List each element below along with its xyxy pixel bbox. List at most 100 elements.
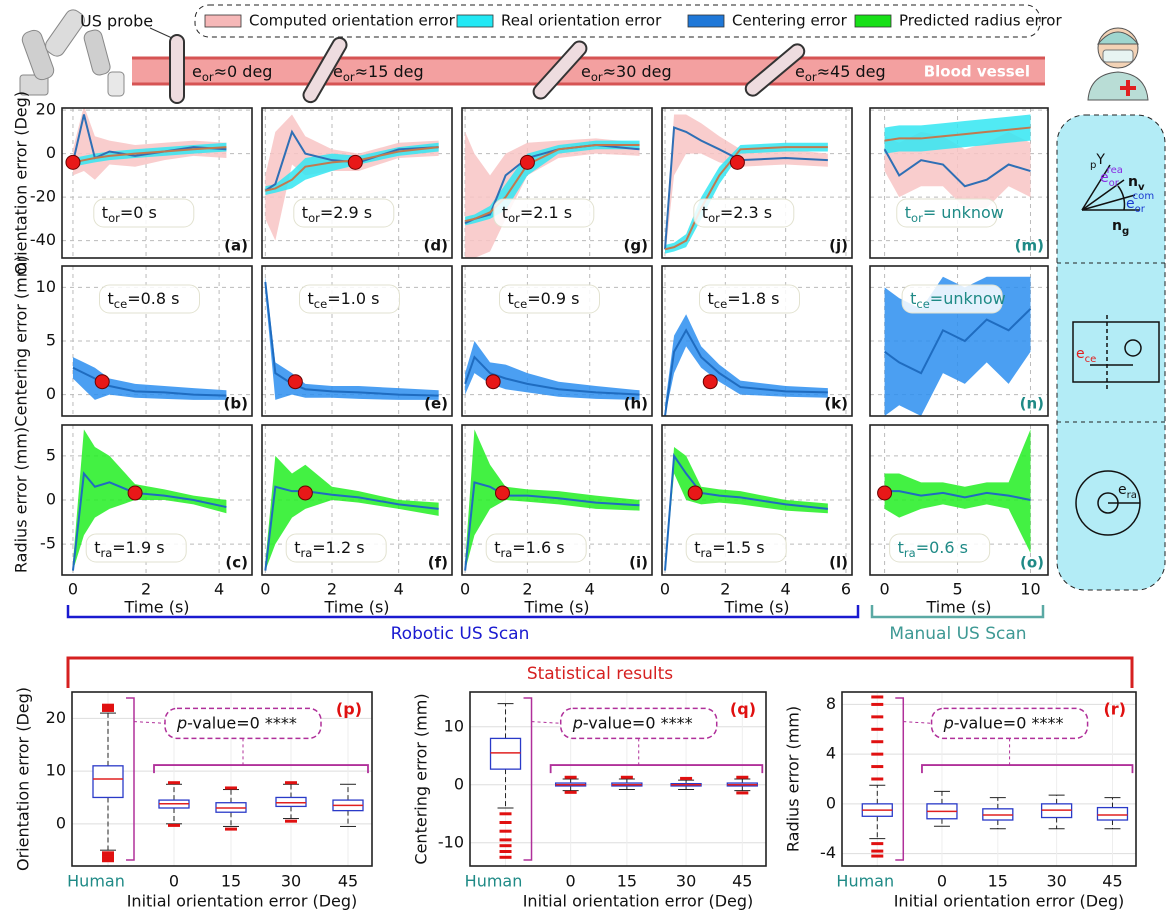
panel-label: (l) — [829, 554, 848, 572]
panel — [662, 108, 852, 258]
text-part: ≈30 deg — [603, 62, 672, 81]
panel-label: (m) — [1015, 237, 1044, 255]
text-part: =2.3 s — [720, 203, 772, 222]
panel-label: (g) — [624, 237, 648, 255]
text-part: rea — [1107, 165, 1123, 176]
bracket — [524, 698, 532, 860]
text-part: -value=0 **** — [583, 713, 693, 732]
box — [93, 766, 123, 798]
x-tick-label: 4 — [781, 580, 791, 599]
x-tick-label: 15 — [988, 872, 1008, 891]
panel-label: (c) — [225, 554, 248, 572]
text-part: g — [1122, 226, 1129, 237]
marker — [348, 155, 362, 169]
annotation: p-value=0 **** — [176, 713, 297, 732]
text-part: =1.6 s — [512, 538, 564, 557]
figure: Robotic US Scan Manual US Scan Statistic… — [0, 0, 1167, 919]
marker — [95, 375, 109, 389]
x-tick-label: Human — [67, 872, 125, 891]
x-tick-label: 5 — [952, 580, 962, 599]
x-tick-label: 45 — [732, 872, 752, 891]
box — [276, 797, 306, 806]
x-tick-label: 0 — [937, 872, 947, 891]
bracket — [154, 765, 368, 773]
y-tick-label: 10 — [36, 277, 56, 296]
x-axis-label: Time (s) — [323, 598, 389, 617]
y-tick-label: 20 — [36, 100, 56, 119]
marker — [688, 486, 702, 500]
x-tick-label: 4 — [394, 580, 404, 599]
text-part: ce — [114, 297, 127, 311]
text-part: =unknow — [930, 289, 1006, 308]
y-tick-label: -4 — [820, 843, 836, 862]
panel-label: (h) — [624, 395, 648, 413]
y-tick-label: 8 — [826, 694, 836, 713]
text-part: p — [572, 713, 583, 732]
marker — [703, 375, 717, 389]
text-part: ce — [514, 297, 527, 311]
x-tick-label: 0 — [460, 580, 470, 599]
band — [73, 106, 226, 180]
text-part: ce — [916, 297, 929, 311]
y-tick-label: 0 — [826, 793, 836, 812]
panel-label: (p) — [336, 700, 362, 719]
text-part: =2.9 s — [320, 203, 372, 222]
text-part: n — [1128, 174, 1138, 190]
text-part: p — [943, 713, 954, 732]
x-tick-label: 4 — [585, 580, 595, 599]
panel-label: (j) — [829, 237, 848, 255]
x-tick-label: 0 — [260, 580, 270, 599]
marker — [288, 375, 302, 389]
text-part: =1.2 s — [312, 538, 364, 557]
x-tick-label: Human — [836, 872, 894, 891]
text-part: ce — [1085, 354, 1097, 365]
panel-label: (q) — [730, 700, 756, 719]
marker — [128, 486, 142, 500]
x-axis-label: Time (s) — [123, 598, 189, 617]
text-part: or — [591, 70, 603, 84]
y-tick-label: 0 — [46, 143, 56, 162]
y-tick-label: -5 — [40, 534, 56, 553]
text-part: ce — [314, 297, 327, 311]
marker — [486, 375, 500, 389]
x-tick-label: Human — [465, 872, 523, 891]
x-tick-label: 0 — [566, 872, 576, 891]
probe-pointer — [150, 28, 172, 38]
text-part: or — [805, 70, 817, 84]
vessel-label: Blood vessel — [924, 63, 1030, 81]
panel-label: (n) — [1020, 395, 1044, 413]
text-part: -value=0 **** — [187, 713, 297, 732]
x-axis-label: Time (s) — [723, 598, 789, 617]
text-part: or — [108, 211, 120, 225]
text-part: Y — [1095, 152, 1105, 168]
x-tick-label: 30 — [676, 872, 696, 891]
marker — [878, 486, 892, 500]
x-tick-label: 30 — [1046, 872, 1066, 891]
panel-label: (r) — [1103, 700, 1126, 719]
x-tick-label: 2 — [720, 580, 730, 599]
text-part: e — [192, 62, 202, 81]
x-tick-label: 0 — [169, 872, 179, 891]
y-tick-label: 0 — [46, 384, 56, 403]
group-label: Manual US Scan — [889, 624, 1026, 644]
group-label: Statistical results — [527, 664, 673, 684]
panel — [870, 108, 1048, 258]
text-part: e — [795, 62, 805, 81]
x-tick-label: 0 — [879, 580, 889, 599]
text-part: =1.9 s — [112, 538, 164, 557]
y-tick-label: 10 — [444, 716, 464, 735]
panel — [462, 108, 652, 258]
text-part: =0.6 s — [916, 538, 968, 557]
y-tick-label: 0 — [454, 774, 464, 793]
text-part: =1.5 s — [712, 538, 764, 557]
text-part: or — [308, 211, 320, 225]
x-tick-label: 2 — [522, 580, 532, 599]
x-tick-label: 2 — [141, 580, 151, 599]
connector — [903, 722, 931, 724]
text-part: -value=0 **** — [954, 713, 1064, 732]
panel — [62, 106, 252, 258]
text-part: e — [333, 62, 343, 81]
bracket — [126, 698, 134, 860]
marker — [730, 155, 744, 169]
y-tick-label: -10 — [438, 832, 464, 851]
